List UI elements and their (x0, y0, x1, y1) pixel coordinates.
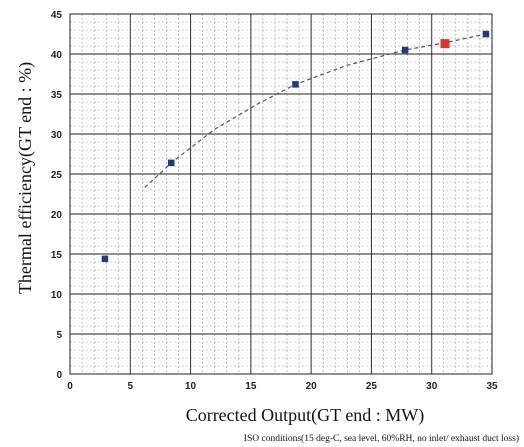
x-tick-label: 35 (486, 381, 498, 392)
x-tick-label: 5 (128, 381, 134, 392)
x-axis-ticks: 0 5 10 15 20 25 30 35 (67, 381, 498, 392)
data-markers (101, 30, 490, 263)
y-tick-label: 40 (51, 50, 63, 61)
x-tick-label: 20 (306, 381, 318, 392)
data-point (168, 159, 175, 167)
trend-line (144, 33, 487, 189)
y-tick-label: 25 (51, 170, 63, 181)
x-tick-label: 30 (426, 381, 438, 392)
conditions-note: ISO conditions(15 deg-C, sea level, 60%R… (244, 433, 519, 444)
y-axis-title: Thermal efficiency(GT end : %) (15, 62, 36, 294)
plot-frame (69, 13, 493, 375)
y-tick-label: 20 (51, 210, 63, 221)
highlight-point (440, 39, 450, 49)
major-gridlines (70, 14, 492, 374)
data-point (292, 81, 299, 88)
x-axis-title: Corrected Output(GT end : MW) (186, 405, 425, 426)
y-tick-label: 10 (51, 290, 63, 301)
x-tick-label: 10 (185, 381, 197, 392)
minor-gridlines (70, 14, 492, 374)
x-tick-label: 25 (366, 381, 378, 392)
y-tick-label: 45 (51, 10, 63, 21)
data-point (401, 46, 409, 54)
data-point (482, 30, 490, 38)
y-tick-label: 5 (56, 330, 62, 341)
x-tick-label: 0 (67, 381, 73, 392)
y-tick-label: 0 (56, 370, 62, 381)
data-point (101, 255, 109, 263)
y-tick-label: 15 (51, 250, 63, 261)
y-tick-label: 30 (51, 130, 63, 141)
x-tick-label: 15 (245, 381, 257, 392)
y-axis-ticks: 0 5 10 15 20 25 30 35 40 45 (51, 10, 63, 381)
y-tick-label: 35 (51, 90, 63, 101)
